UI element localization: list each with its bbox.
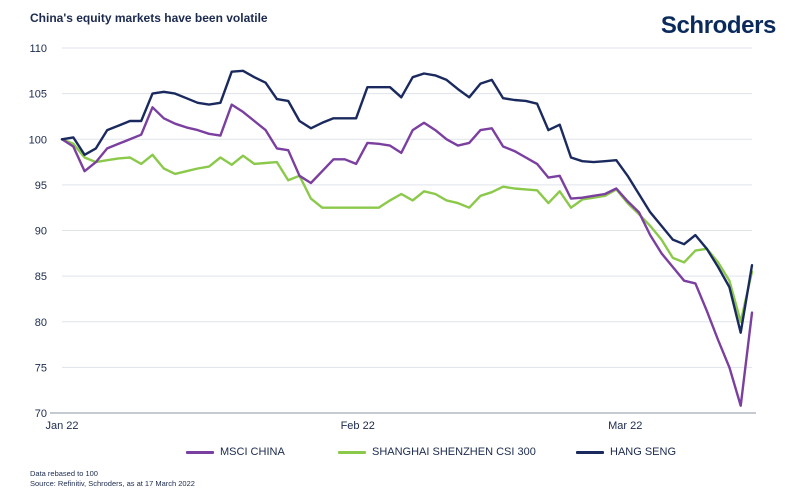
legend-label-hang-seng: HANG SENG bbox=[610, 446, 677, 458]
y-tick-label: 70 bbox=[35, 408, 47, 420]
x-tick-label: Feb 22 bbox=[341, 420, 375, 432]
y-tick-label: 85 bbox=[35, 271, 47, 283]
y-tick-label: 110 bbox=[29, 43, 47, 55]
x-tick-label: Mar 22 bbox=[608, 420, 642, 432]
series-line-shanghai-shenzhen-csi-300 bbox=[60, 138, 754, 323]
x-tick-label: Jan 22 bbox=[45, 420, 78, 432]
series-line-msci-china bbox=[60, 103, 754, 407]
legend-swatch-hang-seng bbox=[576, 450, 604, 454]
legend-label-csi-300: SHANGHAI SHENZHEN CSI 300 bbox=[372, 446, 536, 458]
legend-item-hang-seng: HANG SENG bbox=[576, 445, 676, 459]
brand-logo: Schroders bbox=[660, 12, 777, 39]
footnote-rebased: Data rebased to 100 bbox=[30, 469, 98, 478]
chart-title: China's equity markets have been volatil… bbox=[30, 11, 268, 25]
y-tick-label: 95 bbox=[35, 180, 47, 192]
legend-swatch-msci-china bbox=[186, 450, 214, 454]
legend-label-msci-china: MSCI CHINA bbox=[220, 446, 285, 458]
y-tick-label: 105 bbox=[29, 89, 47, 101]
y-tick-label: 80 bbox=[35, 317, 47, 329]
y-tick-label: 75 bbox=[35, 362, 47, 374]
series-line-hang-seng bbox=[60, 69, 754, 334]
legend-item-csi-300: SHANGHAI SHENZHEN CSI 300 bbox=[338, 445, 536, 459]
y-tick-label: 90 bbox=[35, 226, 47, 238]
y-tick-label: 100 bbox=[29, 134, 47, 146]
footnote-source: Source: Refinitiv, Schroders, as at 17 M… bbox=[30, 479, 195, 488]
legend-swatch-csi-300 bbox=[338, 450, 366, 454]
legend-item-msci-china: MSCI CHINA bbox=[186, 445, 285, 459]
